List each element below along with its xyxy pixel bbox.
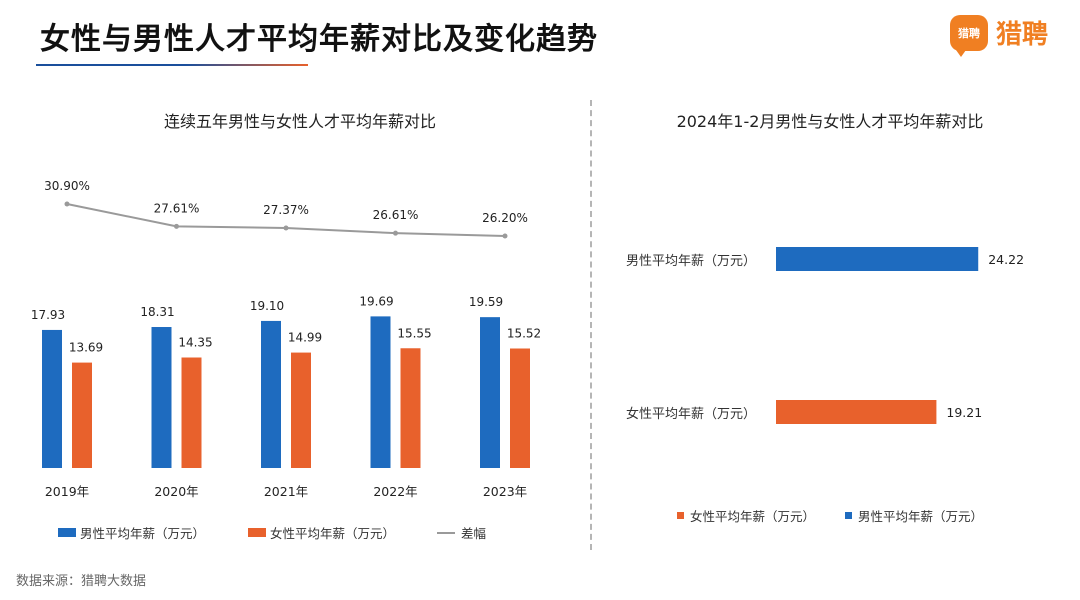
legend-gap-line-icon — [437, 531, 455, 534]
gap-point-0 — [64, 201, 70, 207]
category-label-3: 2022年 — [373, 484, 417, 499]
right-legend-male-label: 男性平均年薪（万元） — [858, 509, 984, 524]
right-chart-title: 2024年1-2月男性与女性人才平均年薪对比 — [676, 112, 984, 131]
female-value-label-3: 15.55 — [397, 326, 431, 340]
male-value-label-2: 19.10 — [250, 299, 284, 313]
category-label-4: 2023年 — [483, 484, 527, 499]
gap-point-3 — [393, 230, 398, 236]
female-hbar — [776, 400, 937, 424]
legend-male-dot — [845, 512, 853, 519]
legend-male-swatch — [58, 528, 76, 537]
gap-value-label-2: 27.37% — [263, 203, 309, 217]
female-value-label-4: 15.52 — [507, 326, 541, 340]
left-legend-female: 女性平均年薪（万元） — [248, 523, 395, 542]
logo-text: 猎聘 — [996, 20, 1049, 50]
gap-value-label-3: 26.61% — [373, 208, 419, 222]
female-value-label-0: 13.69 — [69, 341, 103, 355]
male-value-label-4: 19.59 — [469, 295, 503, 309]
data-source: 数据来源：猎聘大数据 — [16, 574, 147, 589]
left-chart: 17.93 13.69 2019年 18.31 14.35 2020年 19.10 14.99… — [31, 179, 541, 499]
left-chart-title: 连续五年男性与女性人才平均年薪对比 — [163, 112, 436, 131]
title-underline — [36, 64, 308, 66]
right-category-male: 男性平均年薪（万元） — [625, 254, 756, 269]
gap-point-1 — [174, 223, 179, 229]
gap-value-label-1: 27.61% — [154, 201, 200, 215]
female-bar-4 — [510, 348, 530, 468]
legend-female-dot — [677, 512, 684, 519]
male-bar-2 — [261, 320, 281, 468]
right-legend-female-label: 女性平均年薪（万元） — [690, 509, 816, 524]
legend-female-label: 女性平均年薪（万元） — [270, 526, 396, 541]
category-label-2: 2021年 — [264, 484, 308, 499]
male-hbar-value: 24.22 — [988, 252, 1024, 267]
male-bar-4 — [480, 317, 500, 468]
male-value-label-1: 18.31 — [140, 305, 174, 319]
male-bar-1 — [151, 327, 172, 468]
page-title: 女性与男性人才平均年薪对比及变化趋势 — [40, 22, 598, 57]
category-label-0: 2019年 — [45, 484, 89, 499]
liepin-logo: 猎聘 猎聘 — [950, 14, 1049, 57]
male-bar-0 — [42, 329, 62, 468]
logo-badge-icon: 猎聘 — [950, 14, 988, 57]
male-value-label-3: 19.69 — [359, 294, 393, 308]
female-bar-3 — [400, 348, 421, 468]
male-value-label-0: 17.93 — [31, 308, 65, 322]
legend-male-label: 男性平均年薪（万元） — [80, 526, 206, 541]
female-bar-2 — [291, 352, 311, 468]
gap-point-4 — [502, 233, 508, 239]
legend-female-swatch — [248, 528, 266, 537]
legend-gap-label: 差幅 — [461, 526, 487, 541]
gap-value-label-4: 26.20% — [482, 211, 528, 225]
male-hbar — [776, 247, 979, 271]
left-legend: 男性平均年薪（万元） — [58, 523, 205, 542]
male-bar-3 — [370, 316, 391, 468]
dashed-divider — [590, 100, 592, 550]
female-value-label-1: 14.35 — [178, 336, 212, 350]
right-chart: 24.22 19.21 — [776, 247, 1024, 424]
right-legend: 女性平均年薪（万元） 男性平均年薪（万元） — [677, 506, 983, 525]
category-label-1: 2020年 — [154, 484, 198, 499]
gap-point-2 — [283, 225, 289, 231]
female-bar-0 — [72, 362, 92, 468]
female-bar-1 — [181, 357, 202, 468]
female-value-label-2: 14.99 — [288, 331, 322, 345]
gap-value-label-0: 30.90% — [44, 179, 90, 193]
female-hbar-value: 19.21 — [946, 405, 982, 420]
right-category-female: 女性平均年薪（万元） — [625, 407, 756, 422]
left-legend-gap: 差幅 — [437, 523, 486, 542]
